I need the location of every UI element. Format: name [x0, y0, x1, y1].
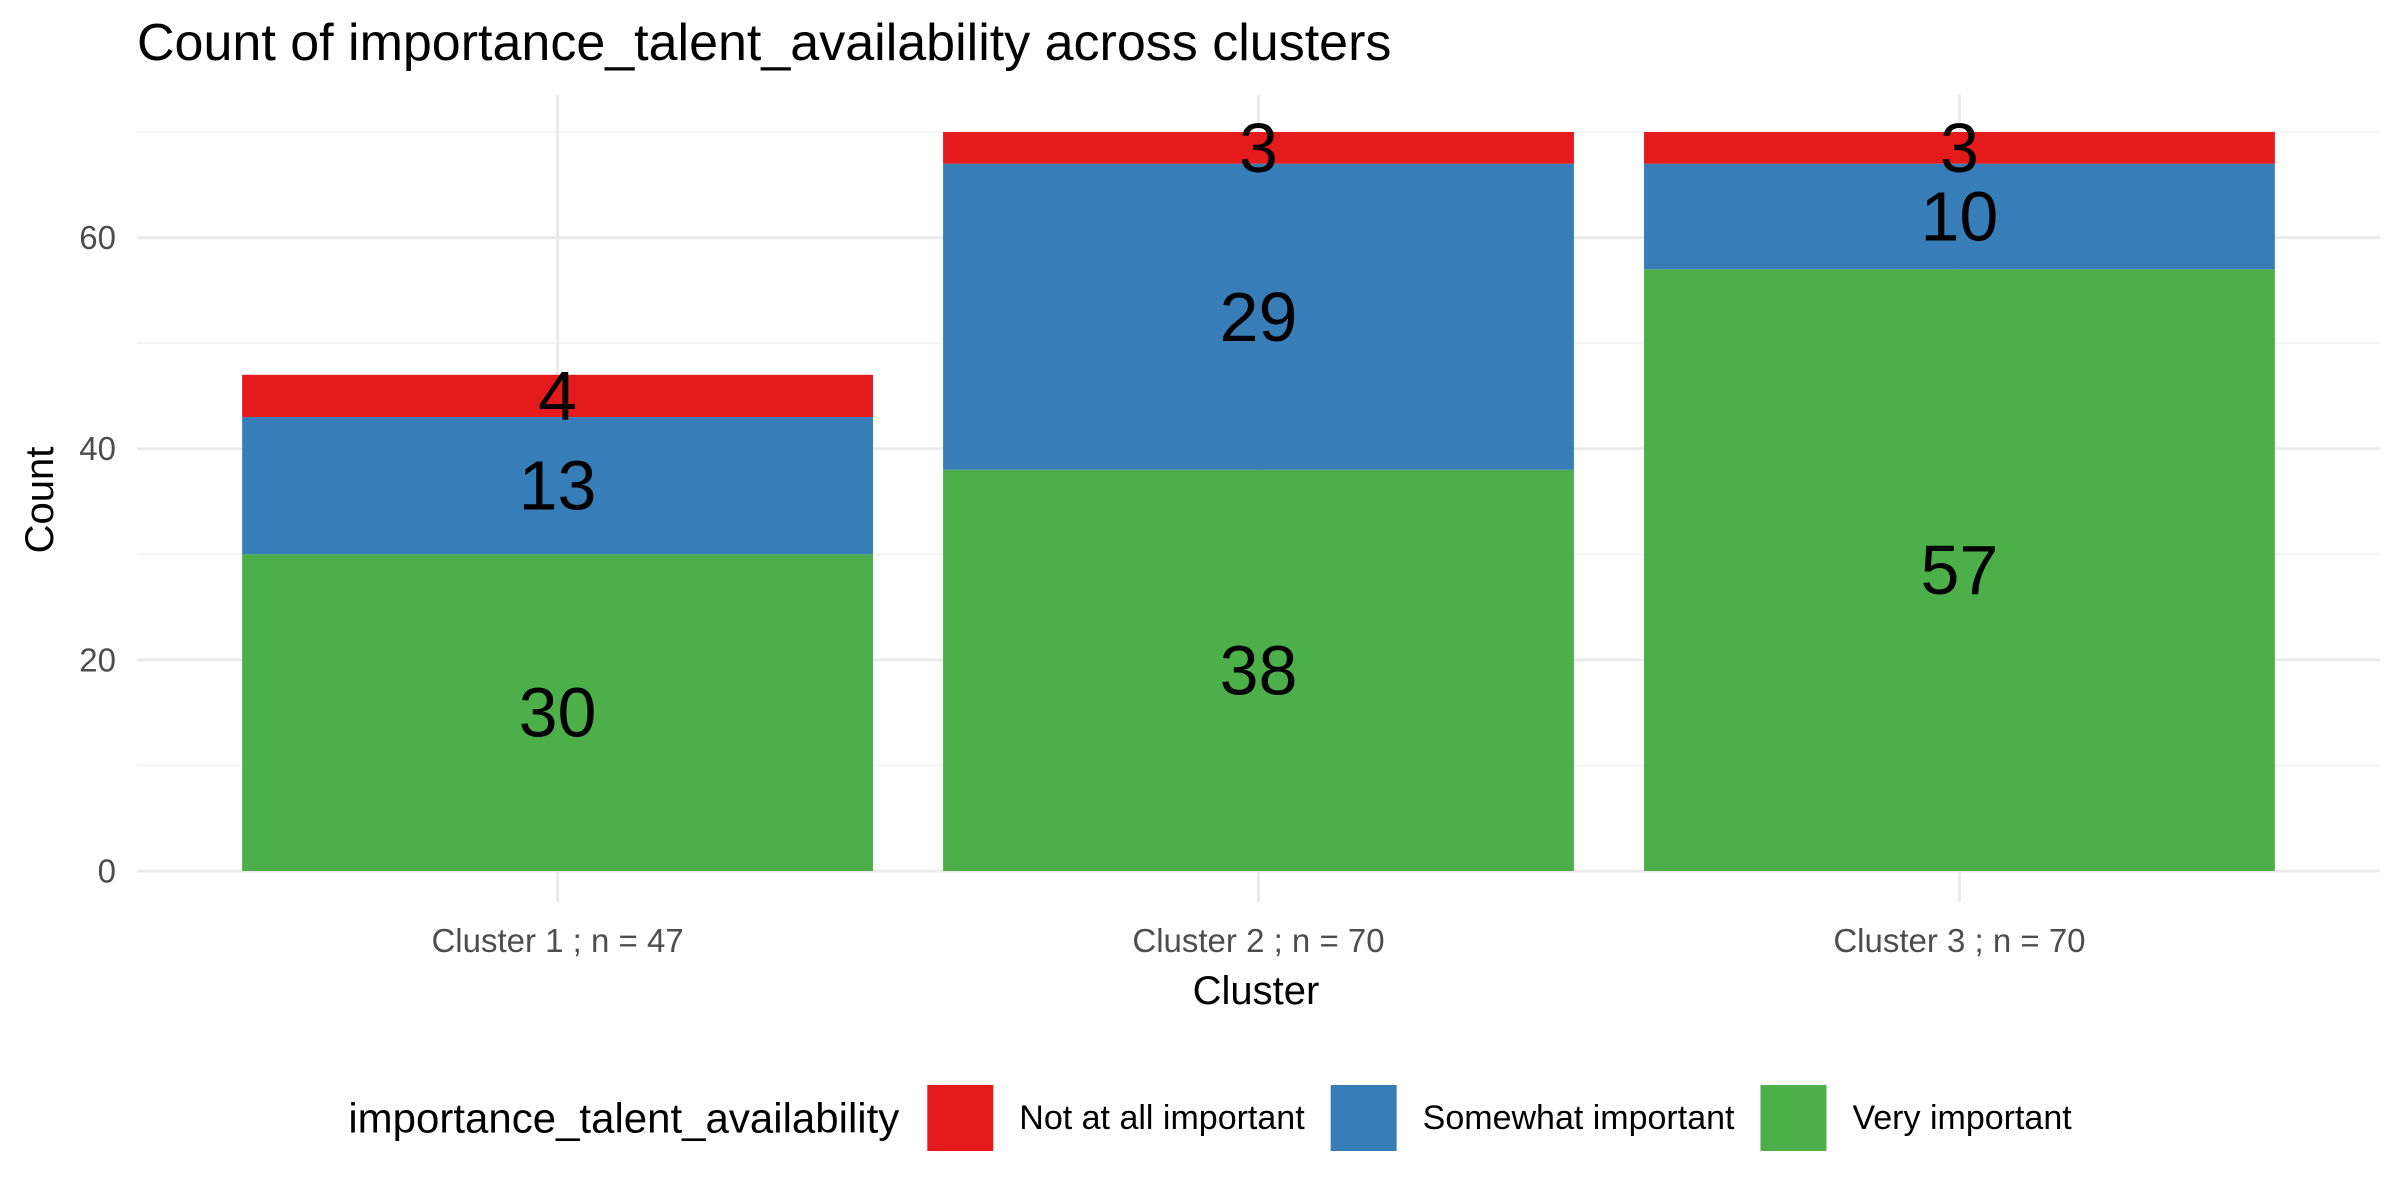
data-label: 10: [1921, 177, 1999, 255]
legend-label: Not at all important: [1019, 1099, 1305, 1137]
x-axis-title: Cluster: [1193, 969, 1320, 1013]
y-axis-title: Count: [18, 447, 62, 554]
data-label: 30: [519, 674, 597, 752]
legend-label: Very important: [1852, 1099, 2072, 1137]
y-tick-label: 60: [79, 219, 116, 256]
chart-title: Count of importance_talent_availability …: [137, 14, 1391, 72]
y-tick-label: 20: [79, 641, 116, 678]
x-tick-label: Cluster 3 ; n = 70: [1833, 922, 2085, 959]
data-label: 57: [1921, 531, 1999, 609]
x-axis: Cluster 1 ; n = 47 Cluster 2 ; n = 70 Clus…: [431, 922, 2085, 959]
x-tick-label: Cluster 2 ; n = 70: [1132, 922, 1384, 959]
legend-title: importance_talent_availability: [348, 1095, 899, 1142]
y-tick-label: 40: [79, 430, 116, 467]
data-label: 13: [519, 447, 597, 525]
y-tick-label: 0: [98, 853, 116, 890]
x-tick-label: Cluster 1 ; n = 47: [431, 922, 683, 959]
data-label: 38: [1220, 631, 1298, 709]
legend-key-not-at-all-important: [927, 1085, 993, 1151]
legend-label: Somewhat important: [1423, 1099, 1735, 1137]
data-label: 4: [538, 357, 577, 435]
legend-key-somewhat-important: [1331, 1085, 1397, 1151]
data-label: 29: [1220, 278, 1298, 356]
data-label: 3: [1239, 109, 1278, 187]
data-label: 3: [1940, 109, 1979, 187]
legend-key-very-important: [1760, 1085, 1826, 1151]
